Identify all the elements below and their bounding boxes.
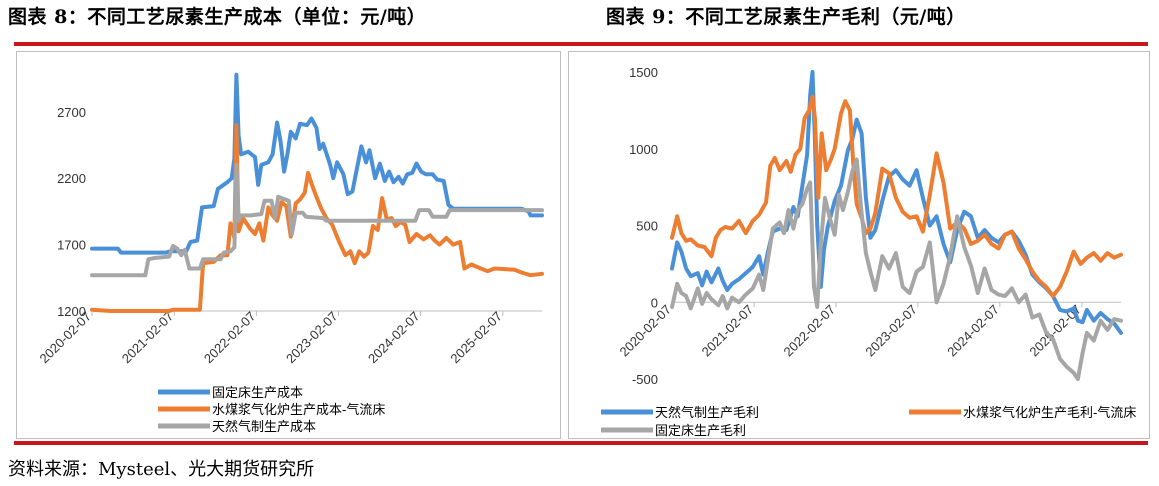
legend-label-2: 水煤浆气化炉生产成本-气流床 [212,402,385,417]
x-tick-label: 2023-02-07 [283,309,341,367]
legend-label-3: 天然气制生产成本 [212,419,316,434]
series-line-3 [670,157,1123,381]
legend-label-2: 水煤浆气化炉生产毛利-气流床 [963,405,1136,420]
chart-panel-margin: -500 0 500 1000 1500 2020-02-07 2021-02-07 2022… [568,51,1150,439]
series-line-1 [90,72,544,255]
y-tick-label: 0 [651,295,658,310]
y-tick-label: 1500 [629,65,658,80]
chart-title-cost: 图表 8：不同工艺尿素生产成本（单位：元/吨） [8,6,427,28]
legend-label-1: 固定床生产成本 [212,385,303,400]
x-tick-label: 2024-02-07 [365,309,423,367]
y-tick-label: 1200 [57,304,86,319]
source-note: 资料来源：Mysteel、光大期货研究所 [8,459,315,480]
y-tick-label: 1000 [629,142,658,157]
chart-title-margin: 图表 9：不同工艺尿素生产毛利（元/吨） [606,6,966,28]
header-rule [14,42,1148,46]
x-tick-label: 2020-02-07 [616,302,674,360]
series-line-2 [90,123,544,313]
chart-panel-cost: 1200 1700 2200 2700 2020-02-07 2021-02-07 2022… [16,51,561,439]
x-tick-label: 2022-02-07 [201,309,259,367]
y-tick-label: 2200 [57,171,86,186]
y-tick-label: -500 [632,372,658,387]
y-tick-label: 500 [636,219,658,234]
footer-rule [14,441,1148,445]
x-tick-label: 2022-02-07 [781,302,839,360]
series-line-3 [90,162,544,278]
margin-chart-svg: -500 0 500 1000 1500 2020-02-07 2021-02-07 2022… [601,65,1136,438]
x-tick-label: 2024-02-07 [944,302,1002,360]
x-tick-label: 2025-02-07 [447,309,505,367]
x-tick-label: 2021-02-07 [699,302,757,360]
legend-label-3: 固定床生产毛利 [655,423,746,438]
y-tick-label: 2700 [57,105,86,120]
legend-label-1: 天然气制生产毛利 [655,405,759,420]
y-tick-label: 1700 [57,238,86,253]
x-tick-label: 2021-02-07 [119,309,177,367]
x-tick-label: 2023-02-07 [862,302,920,360]
